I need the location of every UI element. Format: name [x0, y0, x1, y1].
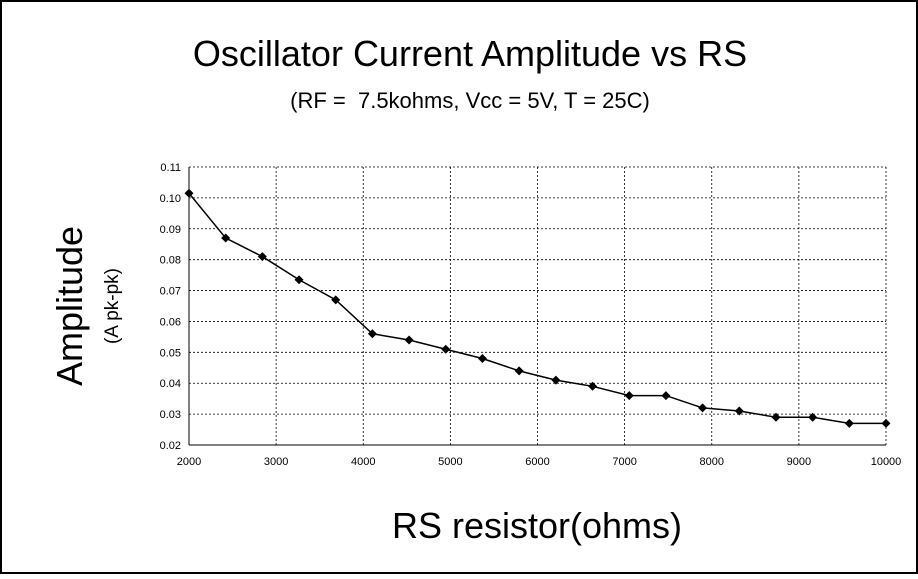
- y-tick-label: 0.11: [160, 162, 181, 174]
- data-point: [514, 366, 524, 376]
- x-tick-label: 10000: [871, 456, 902, 468]
- y-tick-label: 0.10: [160, 193, 181, 205]
- data-point: [477, 354, 487, 364]
- data-point: [844, 418, 854, 428]
- y-tick-label: 0.09: [160, 224, 181, 236]
- data-point: [588, 381, 598, 391]
- x-tick-label: 9000: [787, 456, 811, 468]
- x-tick-label: 2000: [177, 456, 201, 468]
- x-tick-label: 4000: [351, 456, 375, 468]
- data-point: [184, 188, 194, 198]
- series-line: [188, 192, 886, 425]
- data-point: [404, 335, 414, 345]
- x-axis-label: RS resistor(ohms): [392, 505, 682, 546]
- y-axis-label: Amplitude: [49, 226, 90, 386]
- data-point: [367, 329, 377, 339]
- y-axis-unit: (A pk-pk): [102, 268, 123, 344]
- data-point: [734, 406, 744, 416]
- data-point: [624, 391, 634, 401]
- data-point: [698, 403, 708, 413]
- data-point: [221, 233, 231, 243]
- x-tick-label: 6000: [525, 456, 549, 468]
- data-point: [771, 412, 781, 422]
- x-tick-label: 8000: [700, 456, 724, 468]
- data-point: [441, 344, 451, 354]
- y-tick-label: 0.06: [160, 316, 181, 328]
- y-tick-label: 0.08: [160, 255, 181, 267]
- data-point: [294, 275, 304, 285]
- x-tick-label: 7000: [612, 456, 636, 468]
- y-tick-label: 0.07: [160, 286, 181, 298]
- data-point: [257, 252, 267, 262]
- x-tick-label: 3000: [264, 456, 288, 468]
- y-tick-label: 0.03: [160, 409, 181, 421]
- y-tick-label: 0.04: [160, 378, 181, 390]
- chart-title: Oscillator Current Amplitude vs RS: [193, 33, 747, 74]
- data-point: [331, 295, 341, 305]
- data-point: [808, 412, 818, 422]
- x-tick-label: 5000: [438, 456, 462, 468]
- chart-subtitle: (RF = 7.5kohms, Vcc = 5V, T = 25C): [290, 88, 650, 113]
- y-tick-label: 0.05: [160, 347, 181, 359]
- data-point: [551, 375, 561, 385]
- y-tick-label: 0.02: [160, 440, 181, 452]
- data-point: [661, 391, 671, 401]
- data-point: [881, 418, 891, 428]
